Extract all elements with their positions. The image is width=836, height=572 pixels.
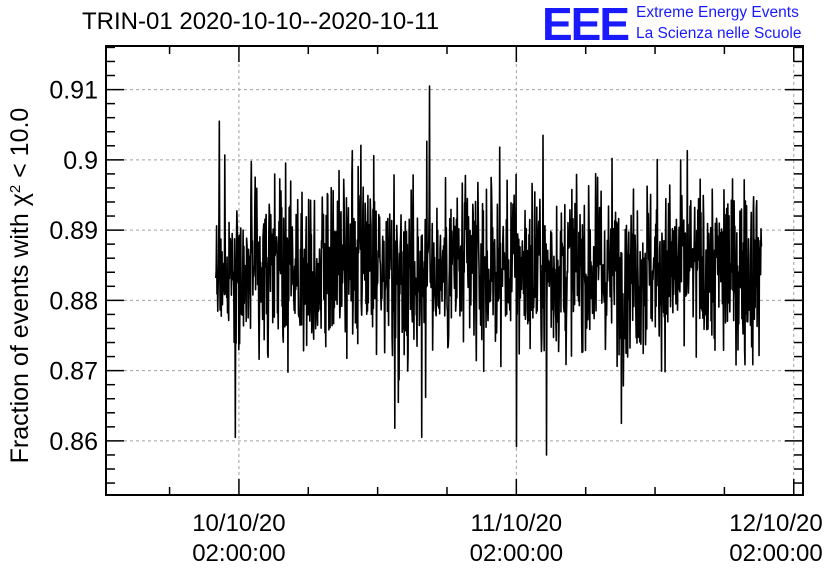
chart-title: TRIN-01 2020-10-10--2020-10-11 — [82, 8, 440, 35]
logo-mark: EEE — [542, 0, 630, 50]
x-tick-label-date: 10/10/20 — [192, 510, 285, 537]
x-tick-label-date: 12/10/20 — [729, 510, 822, 537]
logo-line-1: Extreme Energy Events — [636, 4, 799, 21]
data-series — [215, 85, 763, 456]
y-tick-label: 0.87 — [49, 358, 98, 386]
x-tick-label-time: 02:00:00 — [729, 540, 822, 567]
y-axis-label: Fraction of events with χ2 < 10.0 — [6, 108, 34, 464]
y-tick-label: 0.86 — [49, 428, 98, 456]
eee-logo: EEE Extreme Energy Events La Scienza nel… — [542, 0, 832, 50]
tick-labels: 0.86 0.87 0.88 0.89 0.9 0.91 10/10/20 02:00:00 1… — [49, 77, 822, 567]
y-tick-label: 0.89 — [49, 217, 98, 245]
x-tick-label-date: 11/10/20 — [471, 510, 563, 537]
y-tick-label: 0.88 — [49, 287, 98, 315]
y-tick-label: 0.9 — [63, 147, 98, 175]
axis-ticks — [106, 46, 803, 495]
x-tick-label-time: 02:00:00 — [470, 540, 563, 567]
plot-frame — [105, 45, 804, 496]
x-tick-label-time: 02:00:00 — [192, 540, 285, 567]
y-tick-label: 0.91 — [49, 77, 98, 105]
logo-line-2: La Scienza nelle Scuole — [636, 25, 802, 42]
series-line — [215, 85, 763, 456]
